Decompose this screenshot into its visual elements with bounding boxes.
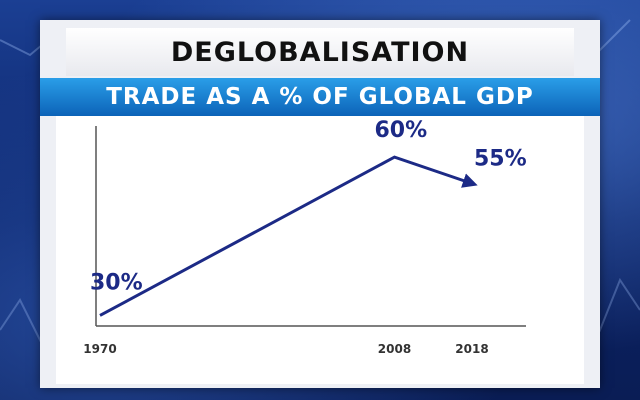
- plot-area: 1970 2008 2018 30% 60% 55%: [56, 116, 584, 384]
- chart-title: DEGLOBALISATION: [170, 36, 470, 68]
- line-chart: 1970 2008 2018 30% 60% 55%: [83, 118, 527, 356]
- x-tick-label-2008: 2008: [378, 342, 411, 356]
- data-label-1970: 30%: [90, 270, 143, 295]
- chart-card: DEGLOBALISATION TRADE AS A % OF GLOBAL G…: [40, 20, 600, 388]
- series-line: [99, 155, 478, 317]
- subtitle-bar: TRADE AS A % OF GLOBAL GDP: [40, 78, 600, 116]
- chart-subtitle: TRADE AS A % OF GLOBAL GDP: [106, 84, 534, 110]
- title-bar: DEGLOBALISATION: [66, 28, 574, 76]
- x-tick-label-1970: 1970: [83, 342, 116, 356]
- x-tick-label-2018: 2018: [455, 342, 488, 356]
- data-label-2018: 55%: [474, 147, 527, 172]
- data-label-2008: 60%: [375, 118, 428, 143]
